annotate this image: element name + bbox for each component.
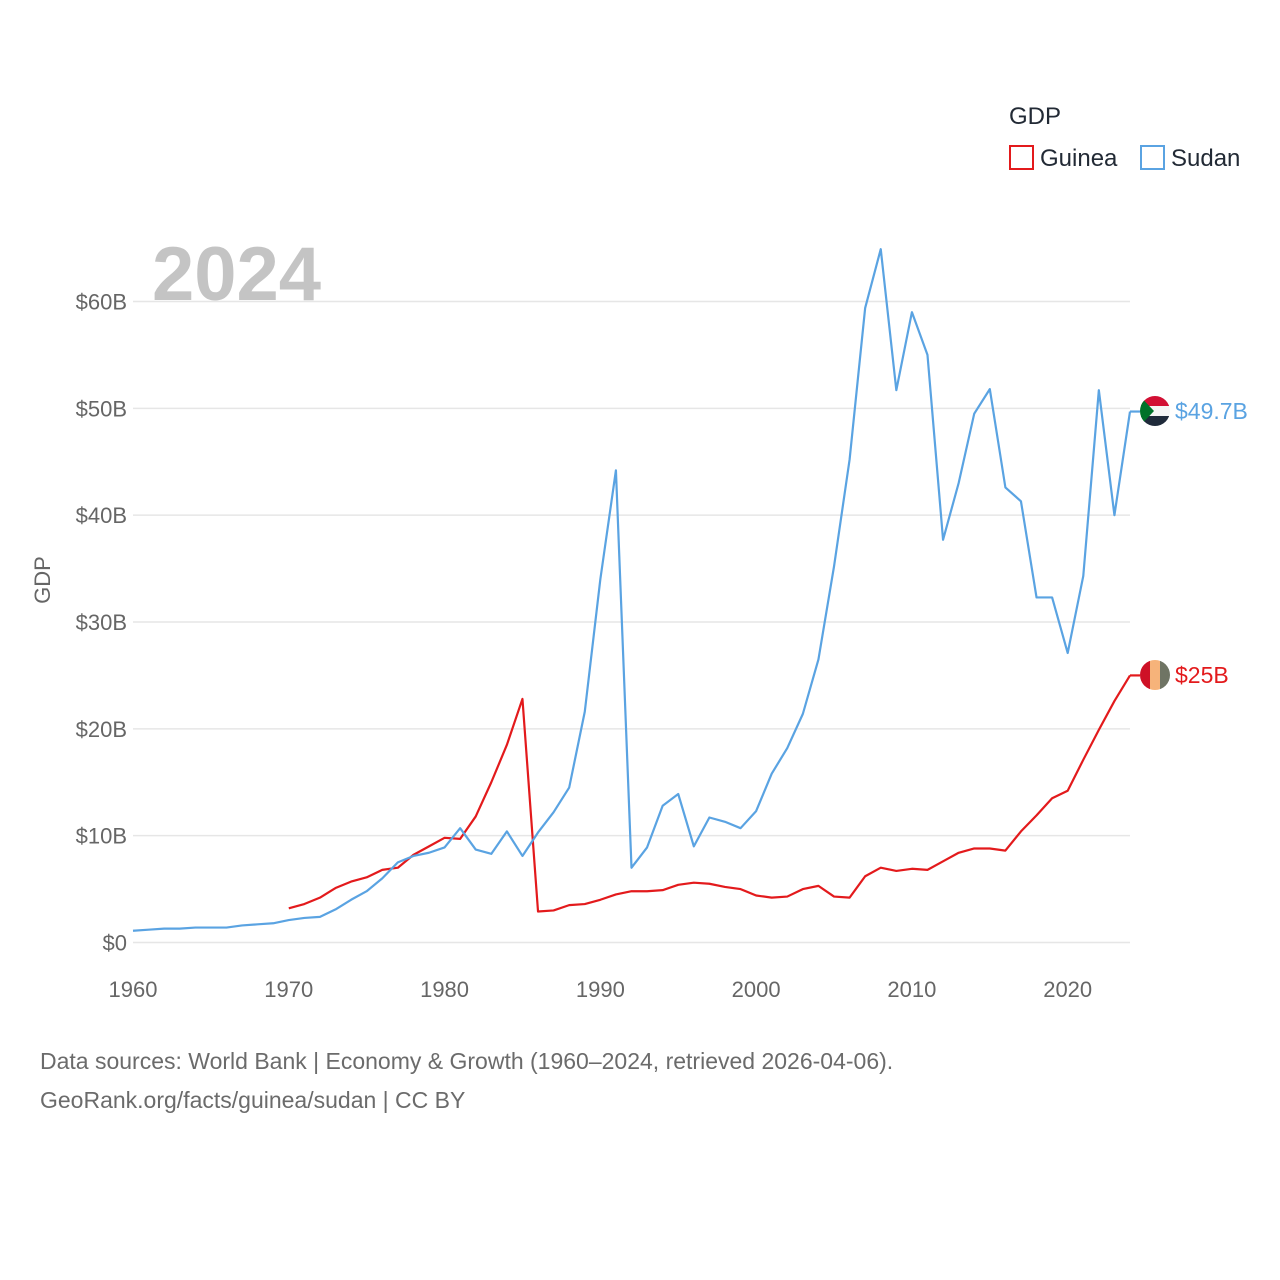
x-tick-label: 1980 <box>420 977 469 1002</box>
legend-title: GDP <box>1009 103 1061 130</box>
source-line-1: Data sources: World Bank | Economy & Gro… <box>40 1048 894 1074</box>
series-layer <box>132 248 1140 932</box>
gridlines <box>133 300 1130 944</box>
series-line-guinea <box>288 674 1131 913</box>
y-tick-label: $20B <box>76 717 127 742</box>
series-line-sudan <box>132 248 1132 932</box>
gdp-line-chart: $0$10B$20B$30B$40B$50B$60B 1960 1970 1980 1… <box>30 103 1248 1002</box>
legend-label-guinea: Guinea <box>1040 145 1118 172</box>
y-axis-ticks: $0 $10B $20B $30B $40B $50B $60B <box>76 290 127 956</box>
guinea-end-label: $25B <box>1175 662 1229 688</box>
legend-swatch-guinea <box>1009 145 1034 170</box>
y-axis-label: GDP <box>30 556 55 604</box>
legend: GDP Guinea Sudan <box>1009 103 1240 172</box>
source-note: Data sources: World Bank | Economy & Gro… <box>40 1042 893 1120</box>
x-axis-ticks: 1960 1970 1980 1990 2000 2010 2020 <box>109 977 1093 1002</box>
y-tick-label: $50B <box>76 396 127 421</box>
y-tick-label: $10B <box>76 824 127 849</box>
year-label: 2024 <box>152 232 321 317</box>
y-tick-label: $40B <box>76 503 127 528</box>
y-tick-label: $0 <box>103 931 127 956</box>
x-tick-label: 1970 <box>264 977 313 1002</box>
legend-label-sudan: Sudan <box>1171 145 1240 172</box>
y-tick-label: $30B <box>76 610 127 635</box>
x-tick-label: 2000 <box>732 977 781 1002</box>
x-tick-label: 1960 <box>109 977 158 1002</box>
sudan-end-label: $49.7B <box>1175 398 1248 424</box>
sudan-flag-icon <box>1140 396 1170 426</box>
y-tick-label: $60B <box>76 290 127 315</box>
source-line-2: GeoRank.org/facts/guinea/sudan | CC BY <box>40 1087 466 1113</box>
x-tick-label: 1990 <box>576 977 625 1002</box>
x-tick-label: 2020 <box>1043 977 1092 1002</box>
guinea-flag-icon <box>1140 660 1170 690</box>
legend-swatch-sudan <box>1140 145 1165 170</box>
x-tick-label: 2010 <box>887 977 936 1002</box>
